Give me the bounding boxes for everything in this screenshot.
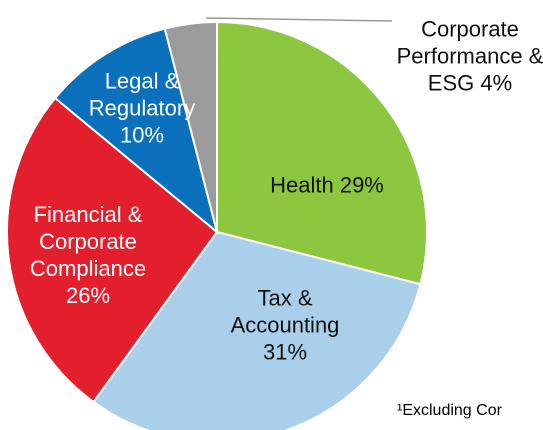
pie-slice	[216, 20, 428, 286]
value-label: 31%	[262, 339, 308, 365]
pie-slice	[53, 27, 219, 235]
slice-label: Legal & Regulatory 10%	[82, 68, 202, 149]
pie-slice	[163, 20, 218, 233]
leader-line	[205, 17, 393, 22]
footnote: ¹Excluding Cor	[397, 402, 502, 419]
value-label: 26%	[65, 283, 111, 308]
value-label: 29%	[339, 172, 384, 198]
slice-label: Tax & Accounting 31%	[220, 285, 350, 366]
category-label: Tax & Accounting	[230, 285, 340, 338]
slice-label: Financial & Corporate Compliance 26%	[13, 201, 163, 309]
category-label: Health	[270, 172, 334, 198]
slice-label: Health 29%	[227, 172, 427, 199]
value-label: 10%	[119, 122, 165, 148]
category-label: Financial & Corporate Compliance	[29, 202, 147, 281]
slice-label: Corporate Performance & ESG 4%	[395, 16, 543, 97]
pie-slice	[6, 96, 219, 404]
category-label: Legal & Regulatory	[88, 68, 196, 121]
value-label: 4%	[480, 70, 513, 96]
category-label: Corporate Performance & ESG	[396, 16, 543, 96]
